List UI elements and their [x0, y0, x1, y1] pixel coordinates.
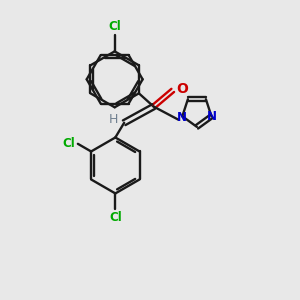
Text: O: O — [176, 82, 188, 96]
Text: Cl: Cl — [108, 20, 121, 33]
Text: Cl: Cl — [63, 137, 76, 150]
Text: Cl: Cl — [109, 211, 122, 224]
Text: N: N — [207, 110, 217, 123]
Text: N: N — [177, 111, 187, 124]
Text: H: H — [108, 113, 118, 126]
